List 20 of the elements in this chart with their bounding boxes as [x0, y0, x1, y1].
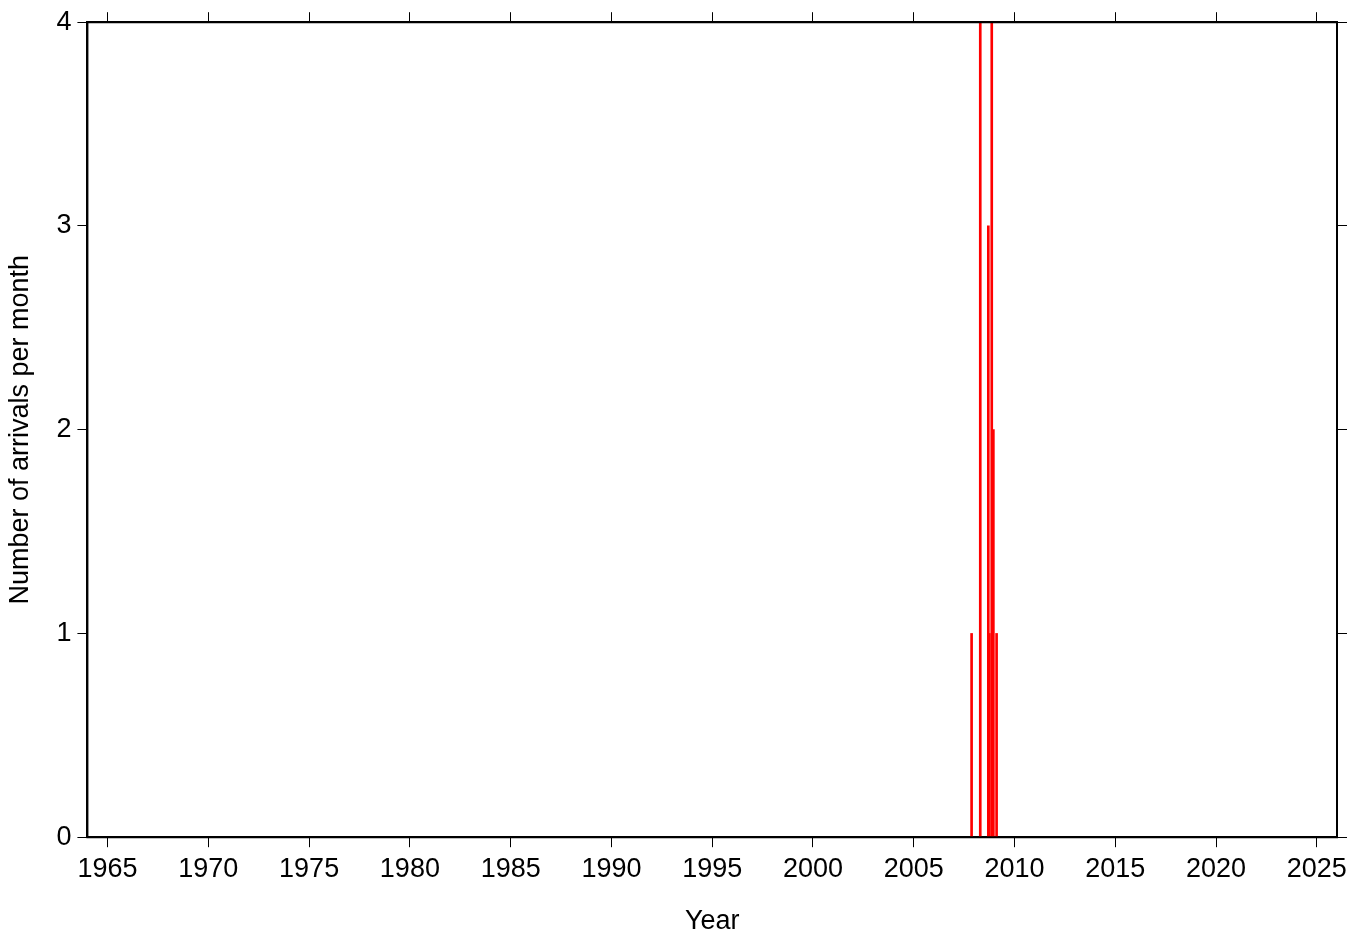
y-tick-label: 2: [56, 413, 72, 444]
y-axis-title: Number of arrivals per month: [3, 254, 34, 605]
y-tick-label: 1: [56, 616, 72, 647]
x-tick-label: 2010: [984, 852, 1045, 883]
y-tick-label: 0: [56, 820, 72, 851]
x-tick-label: 1965: [77, 852, 138, 883]
x-tick-label: 2005: [883, 852, 944, 883]
y-tick-label: 4: [56, 5, 72, 36]
x-axis-title: Year: [684, 905, 740, 936]
y-tick-label: 3: [56, 209, 72, 240]
x-tick-label: 1990: [581, 852, 642, 883]
x-tick-label: 2000: [782, 852, 844, 883]
x-tick-label: 1995: [682, 852, 743, 883]
x-tick-label: 1975: [279, 852, 340, 883]
x-tick-label: 2020: [1186, 852, 1247, 883]
x-tick-label: 2025: [1286, 852, 1347, 883]
x-tick-label: 1970: [178, 852, 239, 883]
x-tick-label: 1985: [480, 852, 541, 883]
x-tick-label: 1980: [379, 852, 440, 883]
x-tick-label: 2015: [1085, 852, 1146, 883]
